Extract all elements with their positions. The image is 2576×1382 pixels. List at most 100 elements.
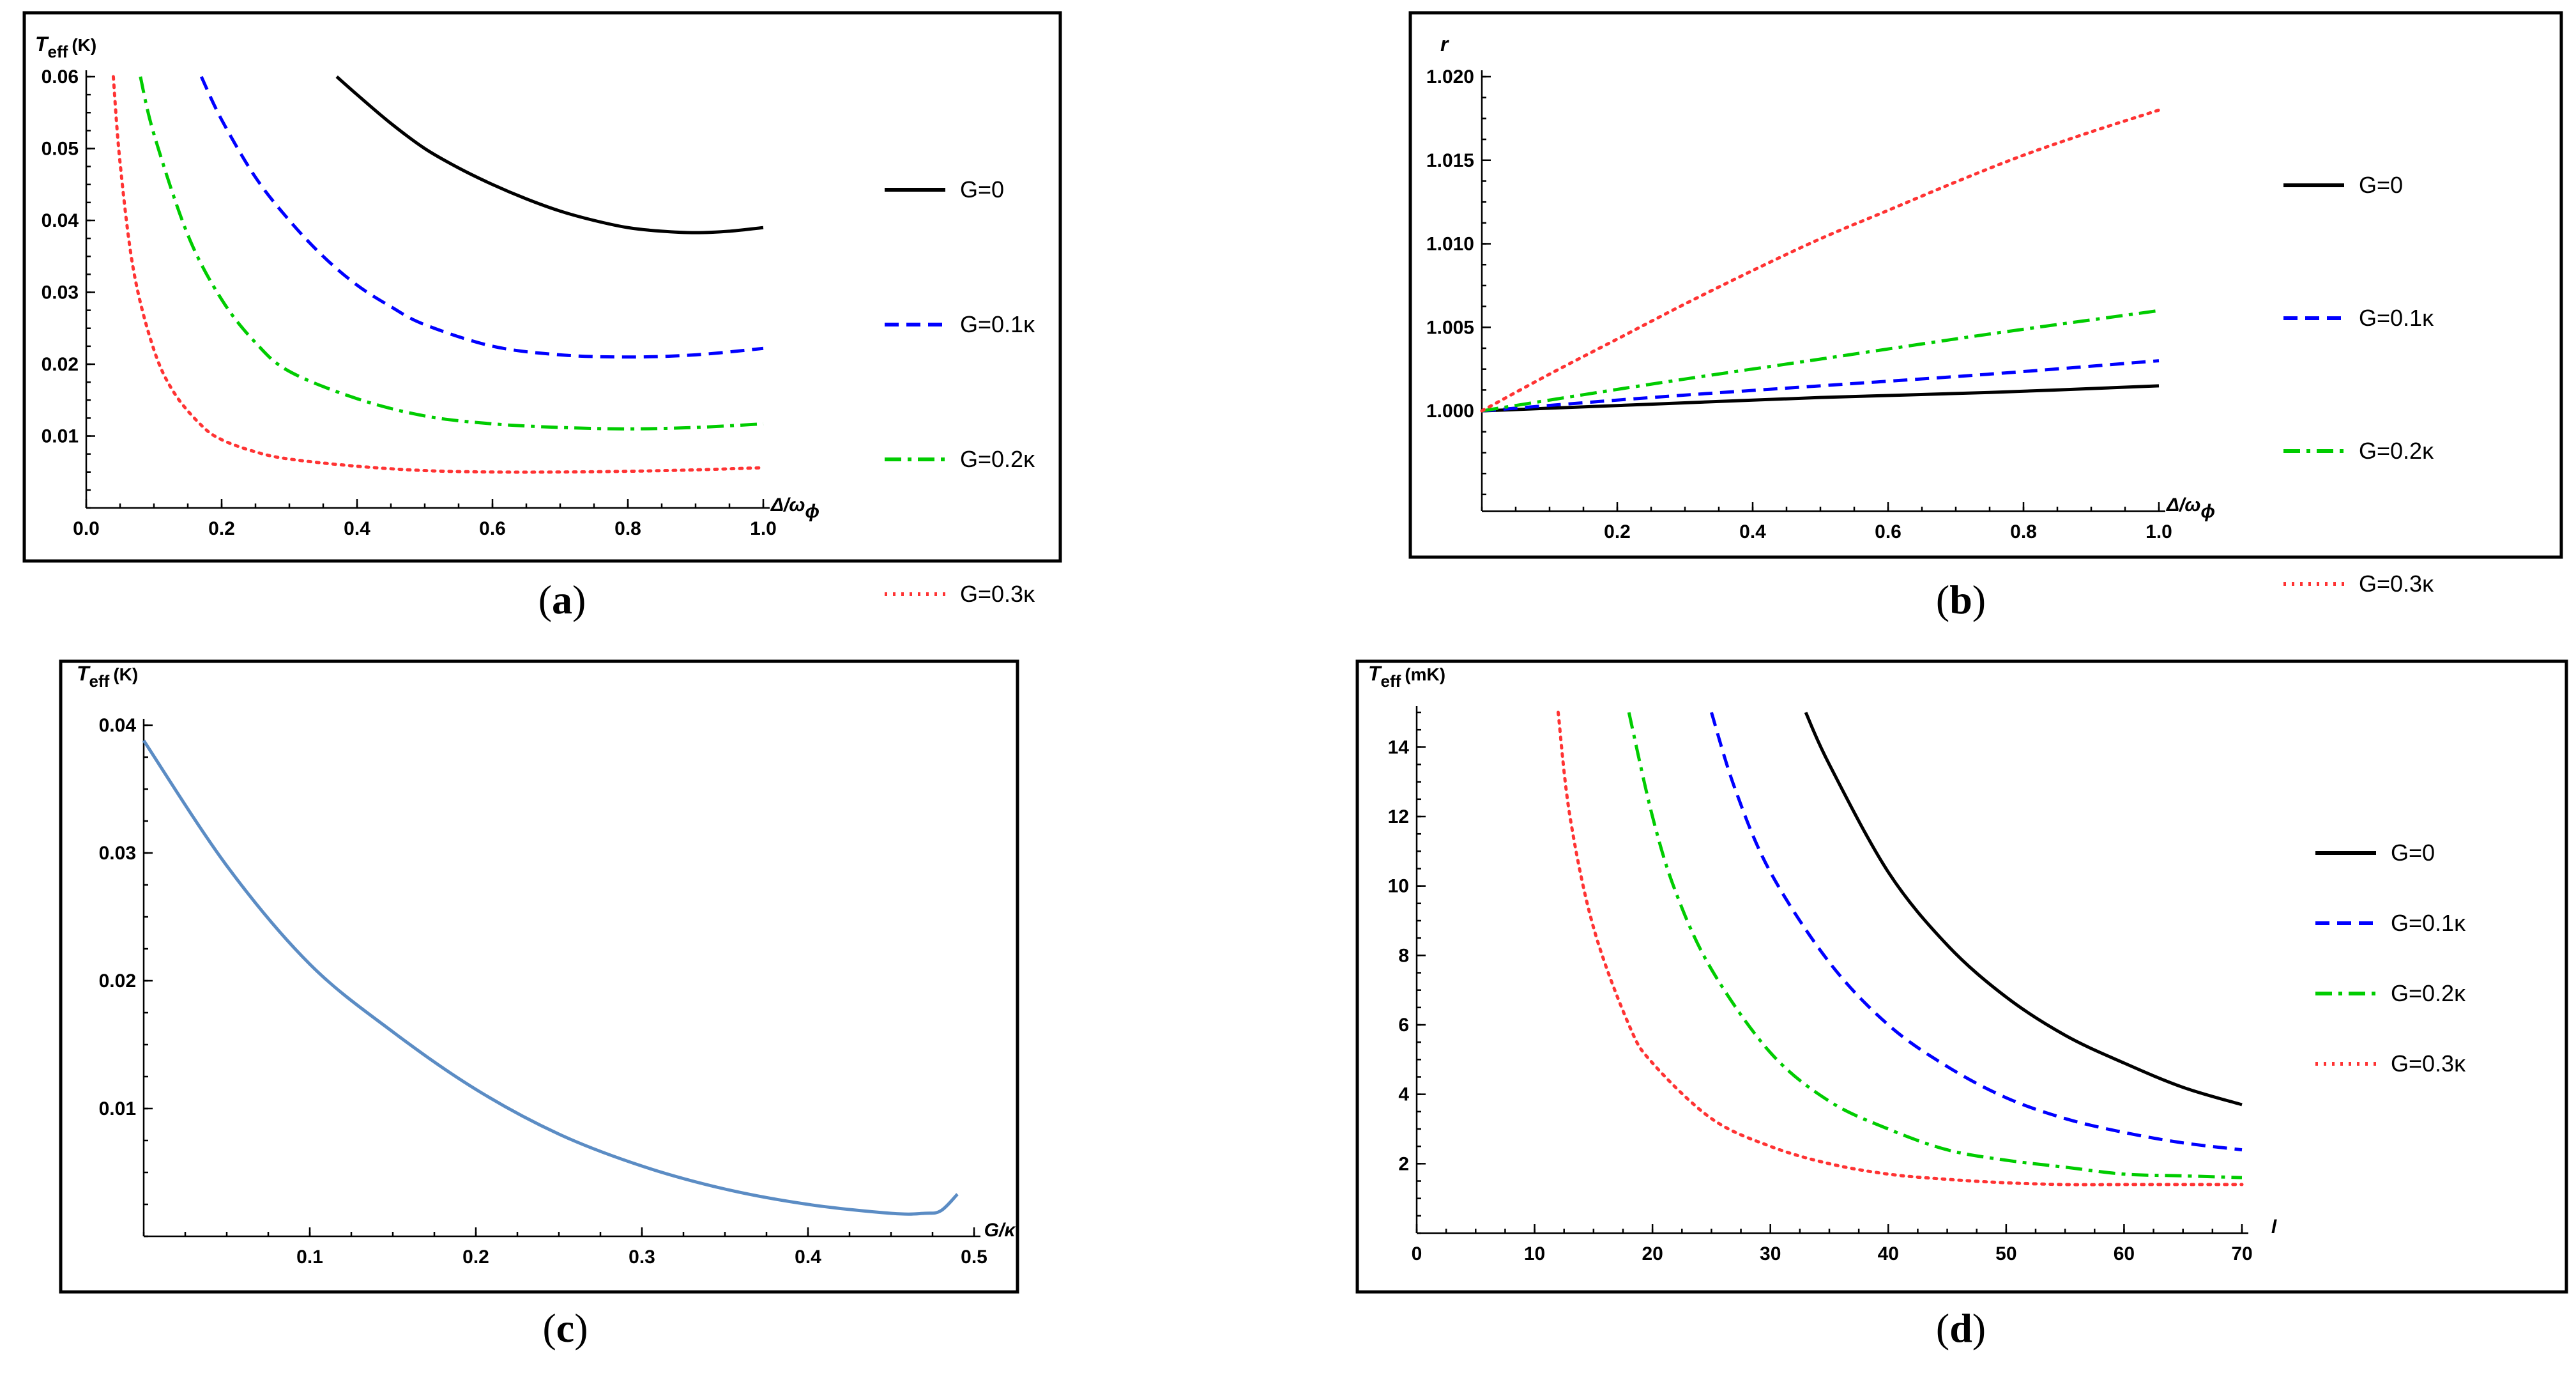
panel-caption-open: (: [1936, 577, 1949, 622]
panel-frame: [22, 11, 1062, 563]
panel-caption-close: ): [572, 577, 586, 622]
y-tick-label: 14: [1388, 737, 1410, 758]
y-axis-title: Teff (K): [77, 662, 138, 691]
series-line-G=0: [335, 75, 764, 234]
y-tick-label: 0.04: [99, 715, 137, 736]
y-axis-title-unit: (K): [72, 35, 96, 55]
y-tick-label: 10: [1388, 876, 1409, 897]
panel-caption: (c): [542, 1305, 588, 1351]
chart-panel-b: 0.2 0.4 0.6 0.8 1.0 1.000 1.005 1.010 1.015 1.020…: [1408, 11, 2563, 622]
series-line-G=0.2κ: [1627, 712, 2243, 1179]
y-axis-title-main: T: [77, 662, 91, 685]
x-tick-label: 0: [1412, 1243, 1422, 1264]
y-tick-label: 0.03: [99, 843, 136, 864]
panel-frame: [1408, 11, 2563, 559]
y-axis-title-main: r: [1440, 33, 1449, 56]
y-tick-label: 6: [1398, 1015, 1409, 1036]
x-axis-title-sub: ϕ: [2200, 501, 2215, 522]
x-tick-label: 60: [2114, 1243, 2135, 1264]
y-axis-title-sub: eff: [89, 672, 110, 691]
legend-label: G=0.3κ: [2359, 571, 2434, 597]
legend-label: G=0.2κ: [2391, 980, 2466, 1006]
legend-label: G=0.1κ: [960, 311, 1035, 337]
panel-caption: (d): [1936, 1305, 1986, 1351]
y-tick-label: 8: [1398, 945, 1409, 966]
panel-caption-close: ): [1972, 1305, 1986, 1351]
legend-label: G=0.3κ: [960, 581, 1035, 607]
legend-label: G=0: [2391, 840, 2435, 866]
series-line-G=0: [1481, 384, 2160, 413]
legend-label: G=0: [960, 176, 1004, 203]
x-axis-title-main: Δ/ω: [2166, 495, 2201, 516]
y-tick-label: 1.000: [1426, 401, 1474, 422]
panel-caption-close: ): [574, 1305, 588, 1351]
panel-caption-close: ): [1972, 577, 1986, 622]
x-tick-label: 20: [1642, 1243, 1663, 1264]
x-tick-label: 1.0: [750, 518, 777, 539]
x-tick-label: 1.0: [2145, 521, 2172, 542]
x-tick-label: 0.2: [462, 1247, 489, 1268]
legend-label: G=0.2κ: [960, 446, 1035, 472]
y-axis-title: r: [1440, 33, 1449, 56]
y-tick-label: 1.015: [1426, 150, 1474, 171]
panel-caption: (b): [1936, 577, 1986, 622]
panel-caption-letter: c: [556, 1305, 574, 1351]
series-line-G=0.3κ: [1480, 108, 2161, 413]
x-tick-label: 0.4: [344, 518, 370, 539]
x-tick-label: 40: [1878, 1243, 1899, 1264]
panel-frame: [59, 659, 1019, 1294]
x-axis-title: Δ/ωϕ: [770, 495, 819, 522]
chart-panel-c: 0.1 0.2 0.3 0.4 0.5 0.01 0.02 0.03 0.04 Teff (K) G/…: [59, 659, 1019, 1351]
x-axis-title: Δ/ωϕ: [2166, 495, 2215, 522]
series-line-G=0.3κ: [1556, 710, 2244, 1186]
series-line-curve: [142, 739, 959, 1216]
x-tick-label: 0.0: [73, 518, 100, 539]
panel-caption-open: (: [538, 577, 552, 622]
legend-label: G=0: [2359, 172, 2403, 198]
series-line-G=0.2κ: [1481, 309, 2160, 413]
y-axis-title-unit: (mK): [1405, 664, 1445, 684]
y-axis-title: Teff (K): [35, 33, 96, 61]
x-tick-label: 0.6: [479, 518, 506, 539]
series-line-G=0: [1804, 711, 2243, 1107]
chart-panel-d: 0 10 20 30 40 50 60 70 2 4 6 8 10 12 14 Teff (mK) l G=0 G=0…: [1355, 659, 2568, 1351]
y-tick-label: 0.04: [42, 210, 79, 231]
y-tick-label: 1.020: [1426, 66, 1474, 88]
x-tick-label: 0.4: [1739, 521, 1766, 542]
legend-label: G=0.1κ: [2391, 910, 2466, 936]
y-tick-label: 0.01: [42, 426, 79, 447]
x-axis-title-main: G/κ: [984, 1220, 1017, 1241]
legend-label: G=0.2κ: [2359, 438, 2434, 464]
series-line-G=0.1κ: [1710, 712, 2243, 1152]
x-axis-title-main: Δ/ω: [770, 495, 805, 516]
series-line-G=0.2κ: [139, 76, 764, 431]
panel-frame: [1355, 659, 2568, 1294]
x-tick-label: 0.8: [2010, 521, 2037, 542]
y-axis-title: Teff (mK): [1368, 662, 1445, 691]
y-tick-label: 0.02: [99, 971, 136, 992]
y-tick-label: 0.06: [42, 66, 79, 88]
x-tick-label: 0.8: [614, 518, 641, 539]
panel-caption-letter: a: [552, 577, 572, 622]
chart-panel-a: 0.0 0.2 0.4 0.6 0.8 1.0 0.01 0.02 0.03 0.04 0.05 0.…: [22, 11, 1062, 622]
y-tick-label: 0.03: [42, 282, 79, 303]
x-tick-label: 10: [1524, 1243, 1545, 1264]
series-line-G=0.1κ: [199, 75, 764, 359]
panel-caption-letter: b: [1949, 577, 1972, 622]
panel-caption-open: (: [542, 1305, 556, 1351]
y-axis-title-unit: (K): [113, 664, 138, 684]
y-axis-title-sub: eff: [48, 42, 68, 61]
x-tick-label: 0.1: [296, 1247, 323, 1268]
y-tick-label: 1.005: [1426, 317, 1474, 338]
x-tick-label: 0.3: [629, 1247, 655, 1268]
y-tick-label: 12: [1388, 806, 1409, 827]
panel-caption-open: (: [1936, 1305, 1949, 1351]
y-tick-label: 1.010: [1426, 234, 1474, 255]
x-tick-label: 0.5: [961, 1247, 987, 1268]
y-tick-label: 4: [1398, 1084, 1409, 1105]
x-axis-title: l: [2271, 1217, 2277, 1238]
panel-caption: (a): [538, 577, 586, 622]
x-tick-label: 0.6: [1875, 521, 1902, 542]
x-axis-title: G/κ: [984, 1220, 1017, 1241]
